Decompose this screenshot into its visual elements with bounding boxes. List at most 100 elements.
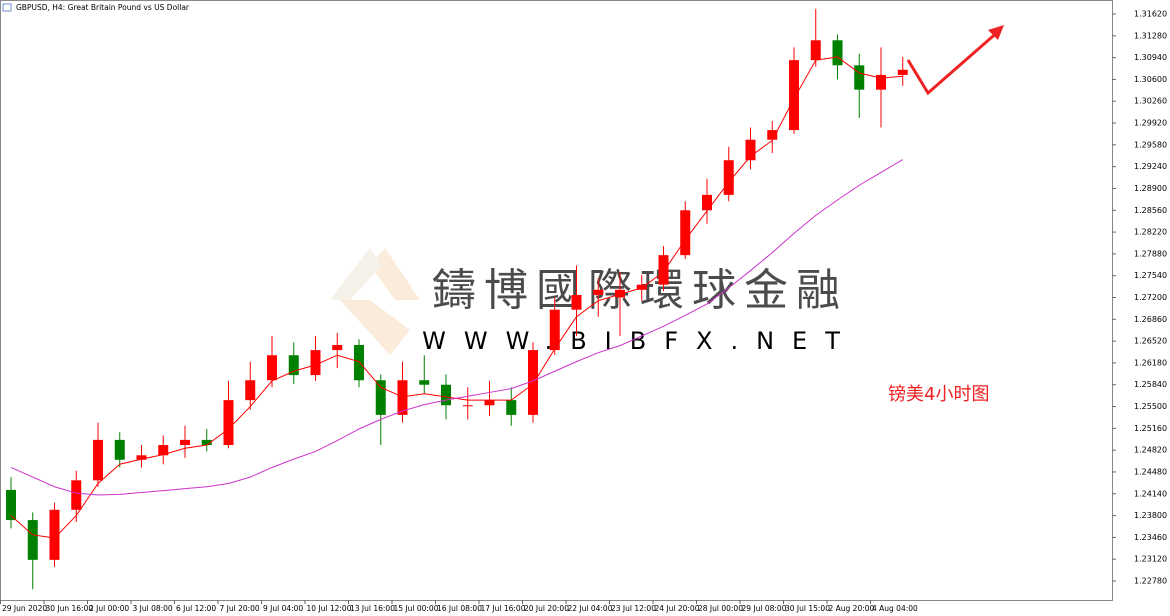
annotation: 镑美4小时图 bbox=[888, 384, 989, 405]
y-tick-label: 1.24480 bbox=[1134, 467, 1167, 476]
candle-body bbox=[789, 60, 799, 131]
y-tick-label: 1.27200 bbox=[1134, 293, 1167, 302]
candle-body bbox=[354, 344, 364, 381]
y-tick-label: 1.24820 bbox=[1134, 446, 1167, 455]
candle-body bbox=[723, 160, 734, 195]
y-tick-label: 1.31280 bbox=[1134, 31, 1167, 40]
candle-body bbox=[93, 439, 103, 481]
x-tick-label: 22 Jul 04:00 bbox=[568, 604, 613, 613]
candle-body bbox=[832, 40, 843, 66]
candle-body bbox=[854, 65, 865, 90]
candle-body bbox=[528, 350, 538, 415]
x-tick-label: 30 Jun 16:00 bbox=[46, 604, 94, 613]
x-tick-label: 2 Jul 00:00 bbox=[89, 604, 129, 613]
y-tick-label: 1.27880 bbox=[1134, 249, 1167, 258]
x-tick-label: 4 Aug 04:00 bbox=[872, 604, 918, 613]
candle-body bbox=[767, 130, 778, 140]
candle-body bbox=[462, 405, 473, 407]
candle-body bbox=[680, 210, 691, 256]
x-tick-label: 15 Jul 00:00 bbox=[394, 604, 439, 613]
candle-body bbox=[49, 509, 60, 560]
plot-frame bbox=[0, 0, 1113, 601]
candle-body bbox=[506, 400, 517, 415]
x-tick-label: 10 Jul 12:00 bbox=[307, 604, 352, 613]
candle-body bbox=[267, 355, 277, 381]
y-tick-label: 1.22780 bbox=[1134, 577, 1167, 586]
candle-body bbox=[897, 69, 908, 75]
y-tick-label: 1.28560 bbox=[1134, 206, 1167, 215]
candle-body bbox=[615, 289, 625, 298]
candle-body bbox=[27, 520, 38, 560]
watermark-text: 鑄博國際環球金融 bbox=[432, 265, 848, 316]
x-tick-label: 7 Jul 20:00 bbox=[220, 604, 260, 613]
candle-body bbox=[6, 489, 16, 521]
x-tick-label: 23 Jul 12:00 bbox=[611, 604, 656, 613]
x-tick-label: 30 Jul 15:00 bbox=[785, 604, 830, 613]
y-tick-label: 1.30940 bbox=[1134, 53, 1167, 62]
x-tick-label: 28 Jul 00:00 bbox=[698, 604, 743, 613]
candle-body bbox=[397, 380, 408, 415]
x-tick-label: 16 Jul 08:00 bbox=[437, 604, 482, 613]
candle-body bbox=[71, 480, 82, 510]
candle-body bbox=[332, 344, 343, 351]
candle-body bbox=[180, 439, 190, 446]
candle-body bbox=[158, 445, 169, 456]
y-tick-label: 1.23120 bbox=[1134, 555, 1167, 564]
candle-body bbox=[288, 355, 299, 376]
x-tick-label: 29 Jun 2020 bbox=[2, 604, 47, 613]
y-tick-label: 1.26180 bbox=[1134, 358, 1167, 367]
y-tick-label: 1.26520 bbox=[1134, 337, 1167, 346]
y-tick-label: 1.27540 bbox=[1134, 271, 1167, 280]
candle-body bbox=[571, 294, 582, 310]
candle-body bbox=[702, 194, 712, 211]
candle-body bbox=[658, 255, 669, 285]
y-tick-label: 1.29580 bbox=[1134, 140, 1167, 149]
candle-body bbox=[375, 380, 386, 415]
x-tick-label: 17 Jul 16:00 bbox=[481, 604, 526, 613]
candle-body bbox=[223, 400, 234, 446]
candle-body bbox=[484, 400, 495, 406]
x-tick-label: 13 Jul 16:00 bbox=[350, 604, 395, 613]
candle-body bbox=[745, 139, 756, 161]
candle-body bbox=[419, 380, 430, 385]
x-tick-label: 9 Jul 04:00 bbox=[263, 604, 303, 613]
candle-body bbox=[201, 439, 212, 446]
candle-body bbox=[636, 284, 647, 290]
candle-body bbox=[549, 309, 560, 351]
candle-body bbox=[136, 455, 147, 460]
y-tick-label: 1.23460 bbox=[1134, 533, 1167, 542]
x-tick-label: 24 Jul 20:00 bbox=[655, 604, 700, 613]
x-tick-label: 29 Jul 08:00 bbox=[742, 604, 787, 613]
candle-body bbox=[245, 380, 256, 401]
x-tick-label: 2 Aug 20:00 bbox=[829, 604, 875, 613]
x-tick-label: 6 Jul 12:00 bbox=[176, 604, 216, 613]
candle-body bbox=[310, 350, 321, 376]
y-tick-label: 1.26860 bbox=[1134, 315, 1167, 324]
y-tick-label: 1.25160 bbox=[1134, 424, 1167, 433]
y-tick-label: 1.23800 bbox=[1134, 511, 1167, 520]
x-tick-label: 20 Jul 20:00 bbox=[524, 604, 569, 613]
moving-average-line bbox=[10, 159, 904, 496]
y-tick-label: 1.25500 bbox=[1134, 402, 1167, 411]
x-tick-label: 3 Jul 08:00 bbox=[133, 604, 173, 613]
y-tick-label: 1.25840 bbox=[1134, 380, 1167, 389]
y-tick-label: 1.28900 bbox=[1134, 184, 1167, 193]
candle-body bbox=[876, 74, 886, 90]
candle-body bbox=[810, 40, 821, 61]
y-tick-label: 1.28220 bbox=[1134, 228, 1167, 237]
candle-body bbox=[593, 289, 604, 295]
arrow bbox=[906, 25, 1004, 96]
y-tick-label: 1.24140 bbox=[1134, 489, 1167, 498]
y-tick-label: 1.29920 bbox=[1134, 119, 1167, 128]
watermark-site: WWW.BIBFX.NET bbox=[422, 327, 858, 355]
watermark-logo bbox=[330, 248, 420, 355]
y-tick-label: 1.29240 bbox=[1134, 162, 1167, 171]
y-tick-label: 1.31620 bbox=[1134, 9, 1167, 18]
chart-title: GBPUSD, H4: Great Britain Pound vs US Do… bbox=[16, 3, 190, 12]
candle-body bbox=[441, 384, 451, 406]
candle-body bbox=[114, 439, 125, 460]
y-tick-label: 1.30600 bbox=[1134, 75, 1167, 84]
symbol-icon bbox=[2, 3, 12, 12]
